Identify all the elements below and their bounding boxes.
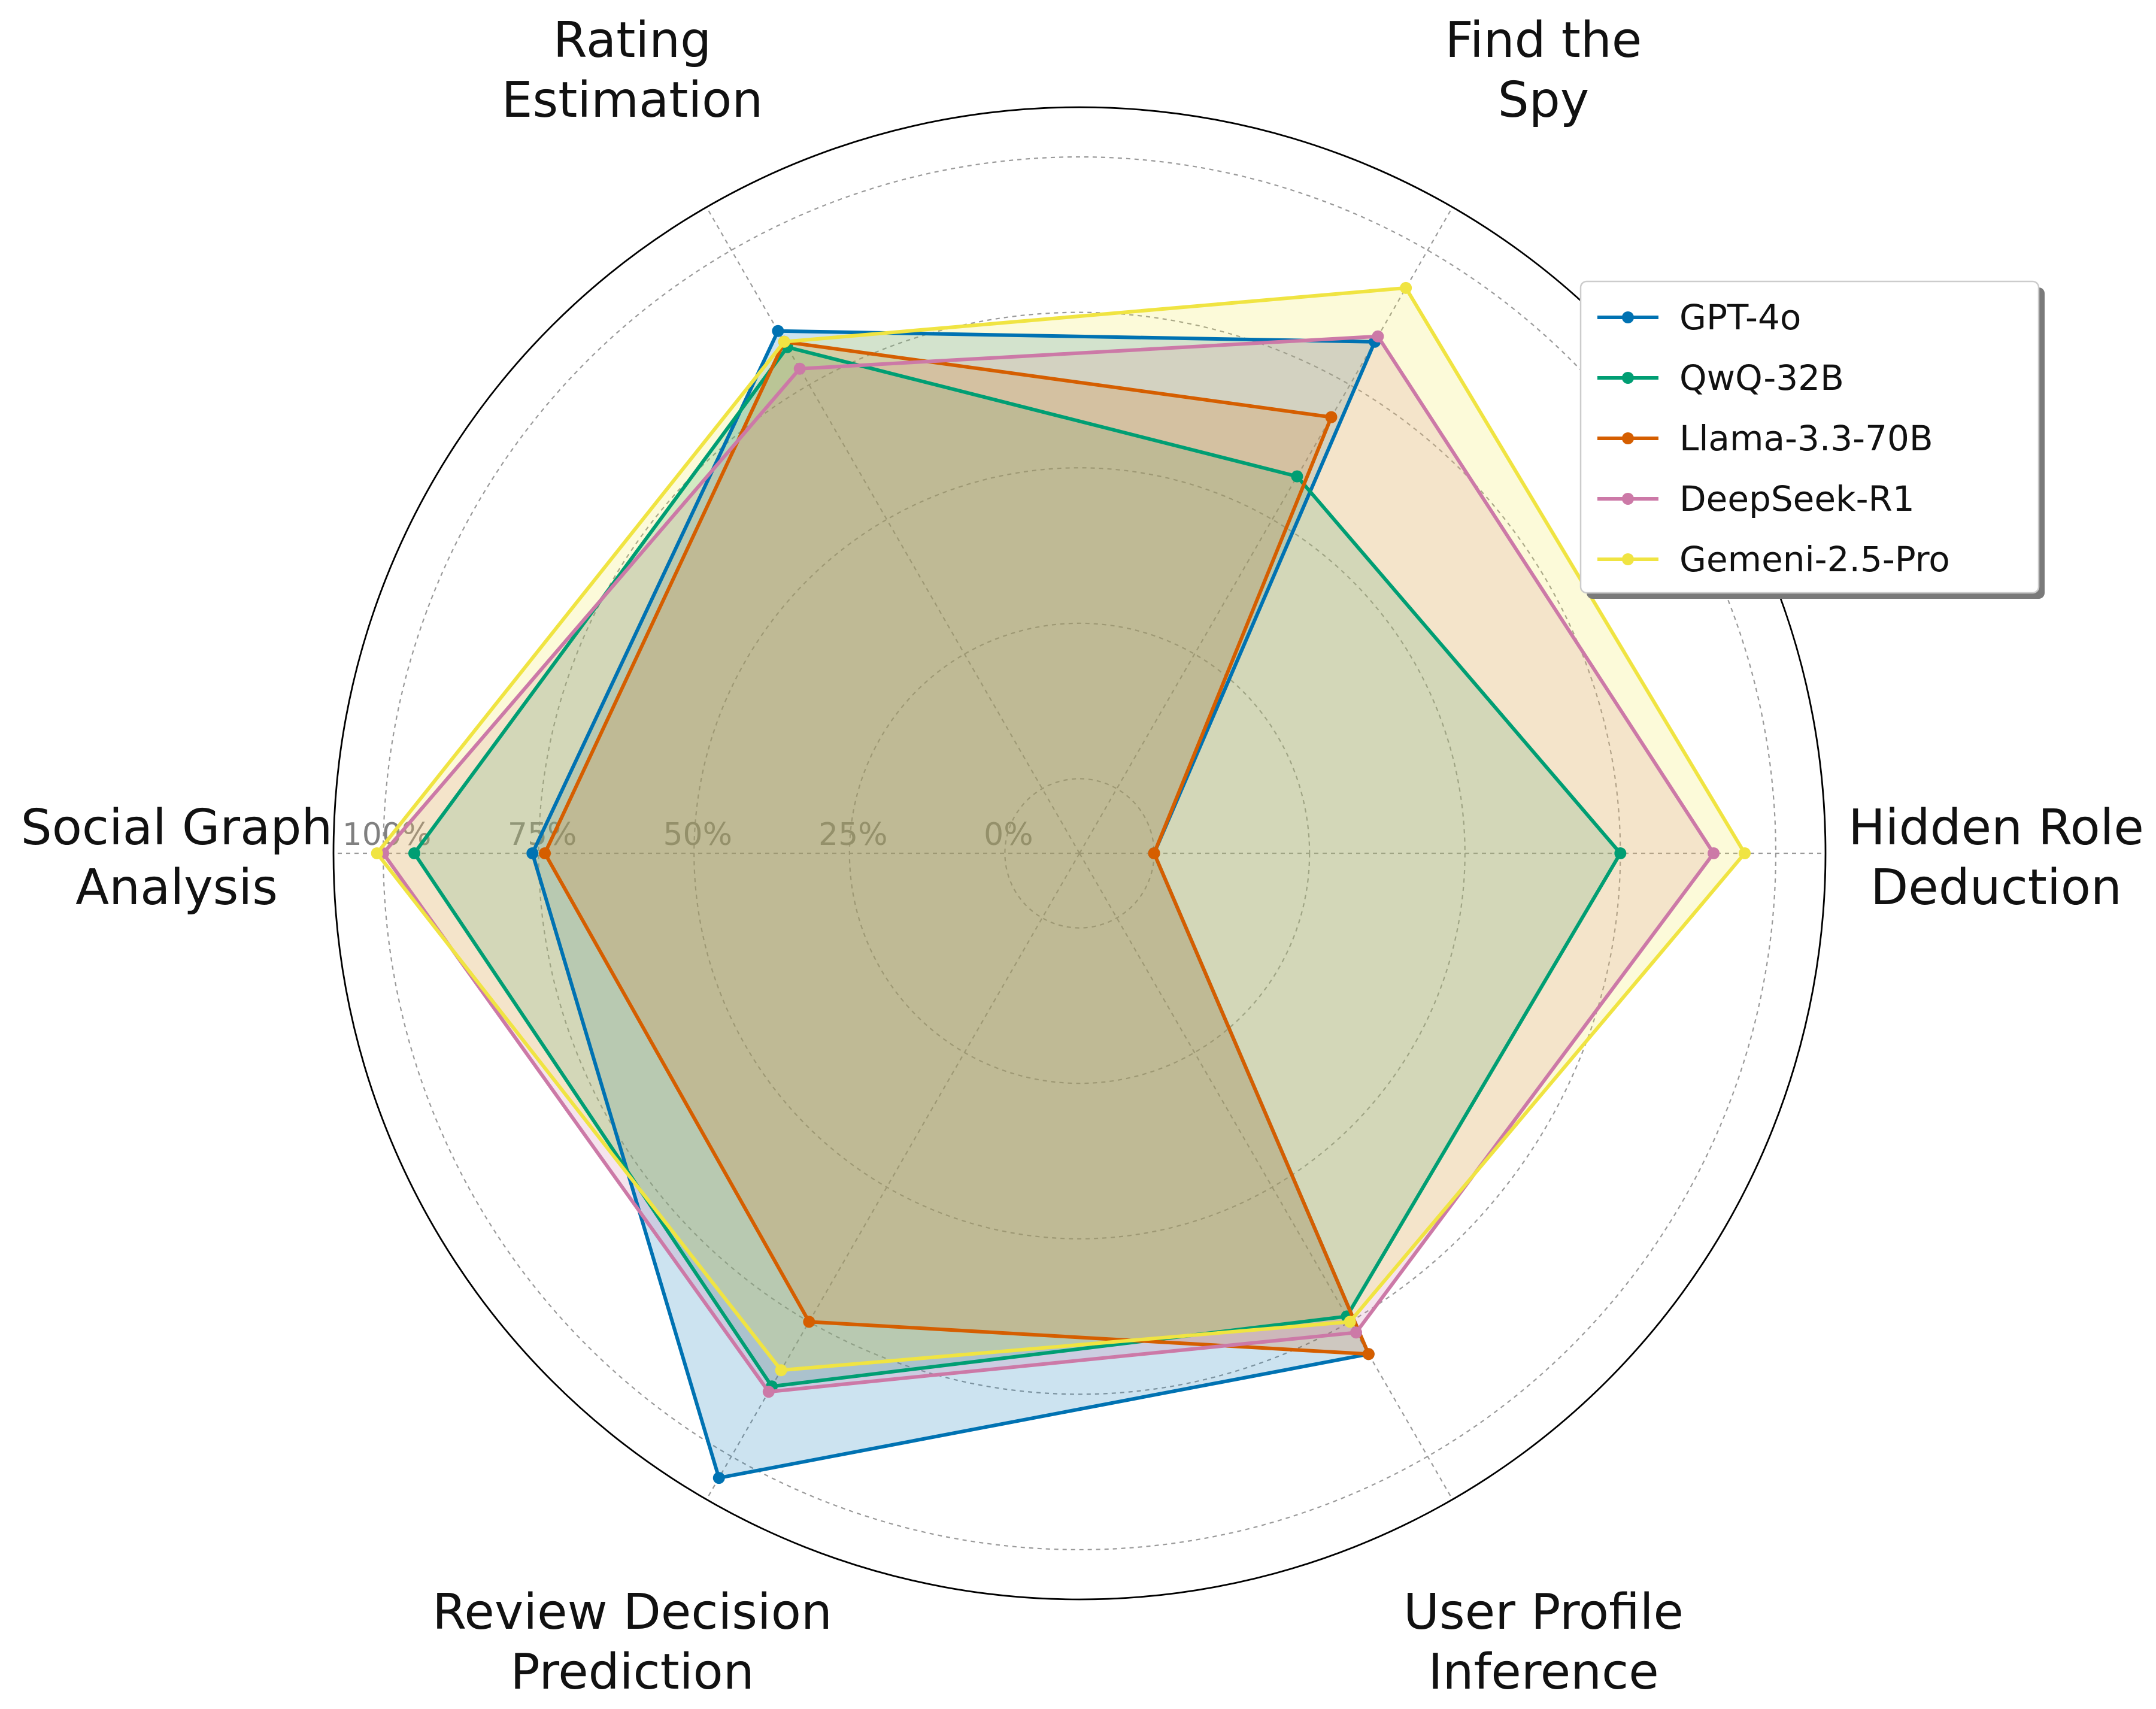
axis-label-line: Prediction	[510, 1644, 754, 1701]
axis-label-line: Hidden Role	[1848, 799, 2144, 856]
outer-frame-circle	[332, 106, 1827, 1601]
axis-label-line: Find the	[1445, 12, 1642, 69]
grid-ring-1	[848, 622, 1311, 1084]
series-area-3	[383, 336, 1714, 1392]
axis-spoke-1	[1079, 207, 1453, 854]
data-point	[526, 847, 539, 859]
series-area-2	[545, 341, 1369, 1355]
legend-swatch-marker	[1622, 493, 1634, 505]
axis-spoke-5	[1079, 853, 1453, 1500]
data-point	[793, 362, 806, 375]
legend: GPT-4o QwQ-32B Llama-3.3-70B DeepSeek-R1 Gem…	[1579, 280, 2045, 599]
axis-label-line: Review Decision	[432, 1584, 832, 1641]
radar-series	[371, 281, 1751, 1484]
data-point	[1291, 470, 1303, 483]
axis-label-2: Rating Estimation	[502, 12, 763, 129]
axis-label-line: Spy	[1498, 72, 1590, 129]
data-point	[1148, 847, 1160, 859]
data-point	[775, 1364, 787, 1377]
axis-label-0: Hidden Role Deduction	[1848, 799, 2144, 916]
legend-entry-0: GPT-4o	[1679, 297, 1801, 338]
axis-label-3: Social Graph Analysis	[21, 799, 333, 916]
data-point	[762, 1386, 775, 1398]
data-point	[772, 325, 784, 337]
legend-entry-3: DeepSeek-R1	[1679, 478, 1915, 519]
legend-entry-1: QwQ-32B	[1679, 357, 1844, 398]
grid-ring-2	[693, 467, 1466, 1240]
data-point	[1739, 847, 1751, 859]
legend-box	[1579, 280, 2040, 594]
axis-label-5: User Profile Inference	[1403, 1584, 1684, 1701]
series-area-1	[414, 347, 1621, 1387]
data-point	[371, 847, 383, 859]
axis-labels: Hidden Role Deduction Find the Spy Rating Est…	[21, 12, 2144, 1701]
series-area-0	[532, 331, 1375, 1478]
legend-entry-2: Llama-3.3-70B	[1679, 418, 1933, 459]
data-point	[408, 847, 420, 859]
radial-tick-label: 25%	[818, 817, 888, 853]
data-point	[1372, 330, 1384, 343]
axis-label-line: Deduction	[1870, 859, 2122, 916]
series-area-4	[377, 287, 1745, 1371]
legend-entry-4: Gemeni-2.5-Pro	[1679, 539, 1950, 580]
axis-label-line: Rating	[553, 12, 711, 69]
data-point	[778, 335, 790, 348]
axis-label-line: Social Graph	[21, 799, 333, 856]
data-point	[712, 1472, 725, 1484]
axis-label-line: Analysis	[75, 859, 278, 916]
data-point	[1344, 1316, 1356, 1328]
axis-label-line: User Profile	[1403, 1584, 1684, 1641]
data-point	[803, 1316, 815, 1328]
radial-tick-label: 50%	[663, 817, 732, 853]
data-point	[539, 847, 551, 859]
data-point	[1362, 1348, 1375, 1360]
legend-swatch-marker	[1622, 311, 1634, 323]
data-point	[1350, 1326, 1363, 1339]
axis-label-1: Find the Spy	[1445, 12, 1642, 129]
data-point	[1400, 281, 1412, 294]
radial-tick-label: 0%	[984, 817, 1033, 853]
grid-ring-4	[382, 156, 1777, 1551]
axis-label-line: Inference	[1428, 1644, 1658, 1701]
data-point	[1325, 411, 1338, 423]
legend-swatch-marker	[1622, 372, 1634, 384]
legend-swatch-marker	[1622, 432, 1634, 444]
radar-grid	[332, 106, 1827, 1601]
axis-label-line: Estimation	[502, 72, 763, 129]
radial-tick-labels: 0%25%50%75%100%	[342, 817, 1033, 853]
axis-spoke-2	[706, 207, 1080, 854]
axis-label-4: Review Decision Prediction	[432, 1584, 832, 1701]
legend-swatch-marker	[1622, 553, 1634, 565]
data-point	[1614, 847, 1627, 859]
data-point	[1708, 847, 1720, 859]
